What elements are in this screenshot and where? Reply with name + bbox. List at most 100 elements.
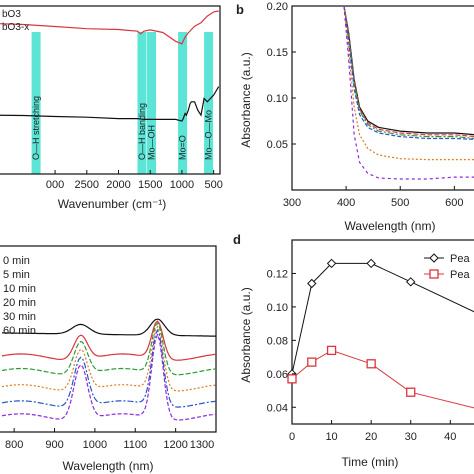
- x-axis-label-c: Wavelength (nm): [63, 459, 154, 473]
- y-axis-label-b: Absorbance (a.u.): [239, 52, 253, 147]
- x-axis-label-a: Wavenumber (cm⁻¹): [58, 197, 167, 211]
- y-axis-label-d: Absorbance (a.u.): [239, 287, 253, 382]
- series-group-b: [343, 5, 474, 180]
- series-group-a: [0, 10, 220, 122]
- series-line-d-2: [291, 349, 474, 409]
- panel-a: O—H stretching O—H banding Mo—OH Mo=O Mo—O—M…: [0, 5, 223, 211]
- y-tick-label-b-2: 0.10: [267, 93, 288, 105]
- series-line-c-6: [1, 333, 217, 421]
- series-line-1: [0, 10, 219, 45]
- x-tick-label-d-5: 40: [444, 431, 456, 443]
- series-line-c-2: [1, 320, 217, 361]
- x-tick-label-a-5: 1000: [170, 179, 194, 191]
- x-tick-label-a-4: 1500: [138, 179, 162, 191]
- legend-label-2: bO3-x: [2, 22, 29, 33]
- x-tick-label-b-2: 400: [337, 197, 355, 209]
- x-axis-label-d: Time (min): [342, 455, 399, 469]
- data-point-d1-4: [366, 258, 376, 269]
- legend-item-c-3: 10 min: [3, 283, 36, 295]
- x-axis-label-b: Wavelength (nm): [345, 219, 436, 233]
- series-group-c: [1, 318, 217, 421]
- ticks-b: 300 400 500 600 0.05 0.10 0.15 0.20: [267, 1, 464, 209]
- x-tick-label-d-4: 30: [405, 431, 417, 443]
- x-tick-label-a-3: 2000: [106, 179, 130, 191]
- series-line-c-3: [1, 322, 217, 376]
- x-tick-label-c-6: 1300: [190, 439, 214, 451]
- band-labels: O—H stretching O—H banding Mo—OH Mo=O Mo—O—M…: [31, 96, 214, 160]
- data-point-d1-5: [406, 277, 416, 287]
- x-tick-label-a-1: 000: [46, 179, 64, 191]
- data-point-d2-5: [406, 387, 416, 397]
- legend-item-c-2: 5 min: [3, 269, 30, 281]
- series-line-b-6: [343, 5, 474, 180]
- series-line-d-1: [291, 262, 474, 374]
- band-group: [31, 32, 214, 174]
- data-point-d2-3: [326, 345, 337, 356]
- panel-b: b 300 400 500 600 0.05 0.10 0.15 0.20 Absorbanc…: [236, 1, 474, 233]
- x-tick-label-d-3: 20: [365, 431, 377, 443]
- x-tick-label-c-1: 800: [5, 439, 23, 451]
- x-ticks-a: 000 2500 2000 1500 1000 500: [46, 170, 223, 191]
- panel-c: 0 min 5 min 10 min 20 min 30 min 60 min 800 90…: [0, 245, 217, 473]
- series-group-d: [287, 258, 474, 409]
- ticks-d: 0 10 20 30 40 0.04 0.06 0.08 0.10 0.12: [267, 268, 457, 443]
- data-point-d2-4: [366, 359, 376, 369]
- legend-d: Pea Pea: [424, 253, 470, 281]
- data-point-d2-2: [307, 357, 317, 367]
- x-tick-label-a-6: 500: [204, 179, 222, 191]
- panel-label-d: d: [233, 232, 241, 247]
- band-label-1: O—H stretching: [31, 96, 41, 160]
- band-2: [137, 32, 147, 174]
- legend-item-c-4: 20 min: [3, 297, 36, 309]
- x-tick-label-b-1: 300: [283, 197, 301, 209]
- y-tick-label-d-3: 0.08: [267, 335, 288, 347]
- y-tick-label-b-4: 0.20: [267, 1, 288, 13]
- x-tick-label-c-2: 900: [45, 439, 63, 451]
- series-line-b-4: [343, 5, 474, 140]
- legend-c: 0 min 5 min 10 min 20 min 30 min 60 min: [3, 255, 36, 337]
- legend-marker-d-2: [429, 269, 439, 279]
- plot-frame-c: [0, 245, 217, 433]
- plot-frame-a: [0, 5, 221, 175]
- band-label-3: Mo—OH: [146, 125, 156, 160]
- series-line-b-5: [343, 5, 474, 161]
- x-ticks-c: 800 900 1000 1100 1200 1300: [5, 428, 217, 451]
- series-line-c-5: [1, 328, 217, 408]
- y-tick-label-b-3: 0.15: [267, 47, 288, 59]
- legend-item-c-6: 60 min: [3, 325, 36, 337]
- data-point-d2-1: [287, 374, 297, 384]
- legend-item-c-1: 0 min: [3, 255, 30, 267]
- y-tick-label-d-5: 0.12: [267, 268, 288, 280]
- band-4: [178, 32, 188, 174]
- x-tick-label-b-3: 500: [391, 197, 409, 209]
- x-tick-label-a-2: 2500: [75, 179, 99, 191]
- x-tick-label-c-5: 1200: [163, 439, 187, 451]
- x-tick-label-b-4: 600: [445, 197, 463, 209]
- y-tick-label-d-2: 0.06: [267, 369, 288, 381]
- series-line-b-3: [343, 5, 474, 139]
- band-5: [204, 32, 214, 174]
- legend-item-c-5: 30 min: [3, 311, 36, 323]
- y-tick-label-d-1: 0.04: [267, 402, 288, 414]
- x-tick-label-c-4: 1100: [123, 439, 147, 451]
- y-tick-label-b-1: 0.05: [267, 139, 288, 151]
- legend-label-1: bO3: [2, 9, 21, 20]
- legend-label-d-1: Pea: [450, 253, 470, 265]
- band-label-4: Mo=O: [178, 135, 188, 160]
- y-tick-label-d-4: 0.10: [267, 302, 288, 314]
- band-label-2: O—H banding: [137, 103, 147, 160]
- band-label-5: Mo—O—Mo: [204, 110, 214, 160]
- panel-d: d Pea Pea 0 10 20 30 40 0.04 0.06 0.08 0.10 0.12 A…: [233, 232, 474, 469]
- plot-frame-d: [291, 239, 474, 425]
- x-tick-label-d-2: 10: [325, 431, 337, 443]
- series-line-2: [0, 86, 220, 122]
- x-tick-label-c-3: 1000: [83, 439, 107, 451]
- panel-label-b: b: [236, 2, 244, 17]
- data-point-d1-3: [326, 258, 337, 269]
- legend-label-d-2: Pea: [450, 269, 470, 281]
- band-1: [31, 32, 41, 174]
- band-3: [146, 32, 156, 174]
- series-line-c-1: [2, 318, 216, 337]
- series-line-b-1: [343, 5, 474, 136]
